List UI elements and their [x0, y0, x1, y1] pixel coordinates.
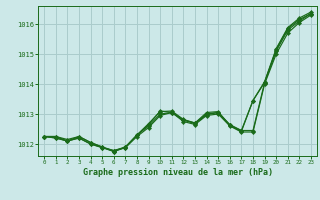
X-axis label: Graphe pression niveau de la mer (hPa): Graphe pression niveau de la mer (hPa) — [83, 168, 273, 177]
